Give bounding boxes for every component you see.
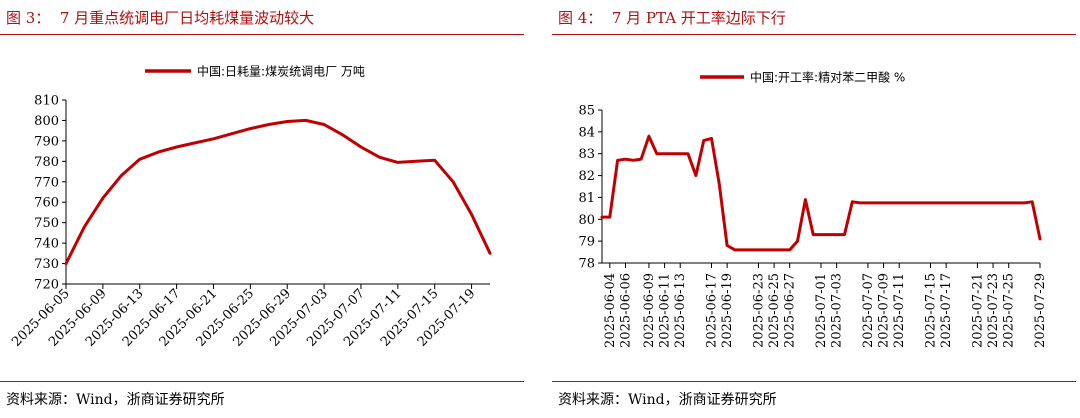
right-x-tick-label: 2025-07-29 — [1033, 273, 1048, 348]
right-x-tick-label: 2025-07-03 — [830, 273, 845, 348]
right-source-note: 资料来源：Wind，浙商证券研究所 — [558, 392, 777, 408]
right-x-tick-label: 2025-06-13 — [673, 273, 688, 348]
left-figure-panel: 图 3： 7 月重点统调电厂日均耗煤量波动较大 720 730 740 750 760 7… — [0, 0, 528, 418]
right-x-tick-label: 2025-07-09 — [877, 273, 892, 348]
right-x-tick-label: 2025-07-15 — [924, 273, 939, 348]
left-y-tick-label: 740 — [34, 237, 59, 252]
right-y-tick-label: 83 — [578, 147, 595, 162]
right-x-tick-label: 2025-06-06 — [618, 273, 633, 348]
left-source-note: 资料来源：Wind，浙商证券研究所 — [6, 392, 225, 408]
right-y-tick-label: 84 — [578, 125, 595, 140]
left-y-tick-label: 750 — [34, 216, 59, 231]
right-figure-panel: 图 4： 7 月 PTA 开工率边际下行 78 79 80 81 82 83 84 85 202… — [552, 0, 1080, 418]
right-y-tick-label: 78 — [578, 257, 595, 272]
left-y-tick-label: 730 — [34, 257, 59, 272]
right-x-tick-label: 2025-07-25 — [1002, 273, 1017, 348]
left-title-rule — [0, 34, 524, 35]
right-y-tick-label: 82 — [578, 169, 595, 184]
right-x-tick-label: 2025-06-23 — [751, 273, 766, 348]
left-y-tick-label: 790 — [34, 134, 59, 149]
left-figure-title: 图 3： 7 月重点统调电厂日均耗煤量波动较大 — [6, 9, 315, 27]
right-x-tick-label: 2025-06-25 — [767, 273, 782, 348]
right-y-tick-label: 79 — [578, 235, 595, 250]
left-series-line — [64, 118, 492, 266]
right-x-tick-label: 2025-07-01 — [814, 273, 829, 348]
right-chart: 78 79 80 81 82 83 84 85 2025-06-04 2025-06-06 2025… — [578, 70, 1048, 348]
right-x-tick-label: 2025-06-27 — [783, 273, 798, 348]
left-y-tick-label: 770 — [34, 175, 59, 190]
right-x-tick-label: 2025-06-11 — [658, 273, 673, 348]
left-y-tick-label: 800 — [34, 114, 59, 129]
right-legend-label: 中国:开工率:精对苯二甲酸 % — [750, 70, 905, 85]
right-x-tick-label: 2025-06-09 — [642, 273, 657, 348]
right-title-rule — [552, 34, 1076, 35]
right-source-rule — [552, 381, 1076, 382]
right-y-tick-label: 81 — [578, 191, 595, 206]
right-x-tick-label: 2025-07-17 — [939, 273, 954, 348]
right-x-tick-label: 2025-07-07 — [861, 273, 876, 348]
right-x-tick-label: 2025-07-11 — [892, 273, 907, 348]
left-y-tick-label: 720 — [34, 278, 59, 293]
right-series-line — [600, 134, 1042, 252]
left-y-tick-label: 780 — [34, 155, 59, 170]
left-source-rule — [0, 381, 524, 382]
right-x-tick-label: 2025-06-17 — [705, 273, 720, 348]
left-y-tick-label: 810 — [34, 94, 59, 109]
right-x-tick-label: 2025-07-21 — [970, 273, 985, 348]
right-x-tick-label: 2025-06-19 — [720, 273, 735, 348]
right-x-tick-label: 2025-06-04 — [603, 273, 618, 348]
right-x-tick-label: 2025-07-23 — [986, 273, 1001, 348]
left-y-tick-label: 760 — [34, 196, 59, 211]
right-y-tick-label: 85 — [578, 104, 595, 119]
left-chart: 7207307407507607707807908008102025-06-05… — [9, 64, 492, 350]
right-y-tick-label: 80 — [578, 213, 595, 228]
right-figure-title: 图 4： 7 月 PTA 开工率边际下行 — [558, 9, 786, 27]
left-legend-label: 中国:日耗量:煤炭统调电厂 万吨 — [197, 64, 365, 79]
